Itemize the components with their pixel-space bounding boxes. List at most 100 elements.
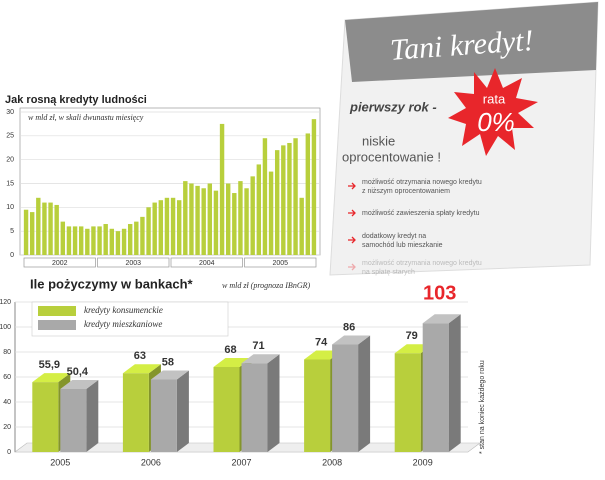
group-label: 2004 <box>199 260 215 267</box>
legend-swatch <box>38 306 76 316</box>
group-box <box>244 257 317 268</box>
bar <box>238 181 243 255</box>
bar <box>176 200 182 255</box>
value-label: 50,4 <box>67 366 89 378</box>
y-tick-label: 30 <box>6 109 14 116</box>
bar-side <box>176 370 189 452</box>
bar <box>189 183 194 255</box>
bar <box>109 228 115 255</box>
bar <box>232 193 237 255</box>
value-label: 71 <box>252 340 264 352</box>
bar <box>23 209 29 255</box>
bar <box>152 202 157 255</box>
bar <box>305 133 311 255</box>
group-label: 2003 <box>125 260 141 267</box>
bar <box>244 188 249 255</box>
bar <box>293 138 298 255</box>
bar <box>201 188 206 255</box>
value-label: 58 <box>162 356 174 368</box>
bar <box>146 207 151 255</box>
bar <box>422 323 449 452</box>
bar <box>32 382 59 452</box>
chart-subtitle: w mld zł, w skali dwunastu miesięcy <box>28 113 144 122</box>
y-tick-label: 0 <box>7 449 11 456</box>
bar <box>42 202 47 255</box>
bullet-text: możliwość otrzymania nowego kredytu na sp… <box>362 260 482 276</box>
x-tick-label: 2007 <box>231 457 251 467</box>
bar <box>164 197 170 255</box>
y-tick-label: 0 <box>10 252 14 259</box>
bar <box>115 231 121 255</box>
bar <box>29 212 35 255</box>
group-box <box>97 257 170 268</box>
bar <box>170 197 176 255</box>
bar-side <box>267 354 280 452</box>
y-tick-label: 25 <box>6 133 14 140</box>
bar <box>48 202 53 255</box>
bar <box>299 197 304 255</box>
bullet-arrow <box>348 182 356 190</box>
bar-top <box>60 380 99 389</box>
bar <box>122 373 149 452</box>
flyer-badge <box>448 68 538 156</box>
x-tick-label: 2008 <box>322 457 342 467</box>
bar <box>85 228 90 255</box>
bar <box>54 204 59 255</box>
bar-top <box>32 373 71 383</box>
group-label: 2005 <box>272 260 288 267</box>
y-tick-label: 100 <box>0 324 11 331</box>
bar <box>158 200 164 255</box>
legend-label: kredyty konsumenckie <box>84 305 163 315</box>
bar <box>60 221 66 255</box>
flyer-band <box>345 2 598 82</box>
flyer-line1: pierwszy rok - <box>349 99 437 114</box>
value-label: 86 <box>343 321 355 333</box>
y-tick-label: 15 <box>6 180 14 187</box>
bullet-arrow <box>348 263 356 271</box>
bar <box>207 183 213 255</box>
note: * stan na koniec każdego roku <box>479 360 486 454</box>
charts: Jak rosną kredyty ludności w mld zł, w sk… <box>0 94 486 467</box>
bar <box>268 171 274 255</box>
bar-top <box>122 364 161 374</box>
bar-side <box>448 314 461 452</box>
group-label: 2002 <box>52 260 68 267</box>
chart-subtitle: w mld zł (prognoza IBnGR) <box>222 281 310 290</box>
y-tick-label: 40 <box>3 399 11 406</box>
flyer-bullets: możliwość otrzymania nowego kredytu z niż… <box>348 179 482 276</box>
value-label: 68 <box>224 344 236 356</box>
legend-label: kredyty mieszkaniowe <box>84 319 162 329</box>
bar <box>66 226 72 255</box>
group-box <box>170 257 243 268</box>
bar-top <box>241 354 280 364</box>
bar <box>103 224 108 255</box>
bullet-text: dodatkowy kredyt na samochód lub mieszkan… <box>362 233 443 249</box>
bar <box>134 221 139 255</box>
bar-side <box>86 380 99 452</box>
bar <box>91 226 96 255</box>
bar <box>127 224 133 255</box>
flyer-badge-main: 0% <box>477 107 515 137</box>
bullet-text: możliwość zawieszenia spłaty kredytu <box>362 210 480 217</box>
x-tick-label: 2005 <box>50 457 70 467</box>
chart-title: Jak rosną kredyty ludności <box>5 94 147 106</box>
bar <box>281 145 286 255</box>
y-tick-label: 80 <box>3 349 11 356</box>
y-tick-label: 20 <box>6 157 14 164</box>
bar <box>36 197 41 255</box>
bar <box>121 228 127 255</box>
flyer-badge-top: rata <box>483 91 506 106</box>
bar <box>332 344 359 452</box>
bar <box>195 185 200 255</box>
chart-title: Ile pożyczymy w bankach* <box>30 276 194 291</box>
bar <box>60 389 87 452</box>
legend-swatch <box>38 320 76 330</box>
bar-side <box>358 335 371 452</box>
bar <box>225 183 231 255</box>
bar-top <box>422 314 461 324</box>
value-label: 63 <box>134 350 146 362</box>
bullet-arrow <box>348 209 356 217</box>
bar <box>150 379 177 452</box>
bullet-text: możliwość otrzymania nowego kredytu z niż… <box>362 179 482 195</box>
bar <box>256 164 262 255</box>
